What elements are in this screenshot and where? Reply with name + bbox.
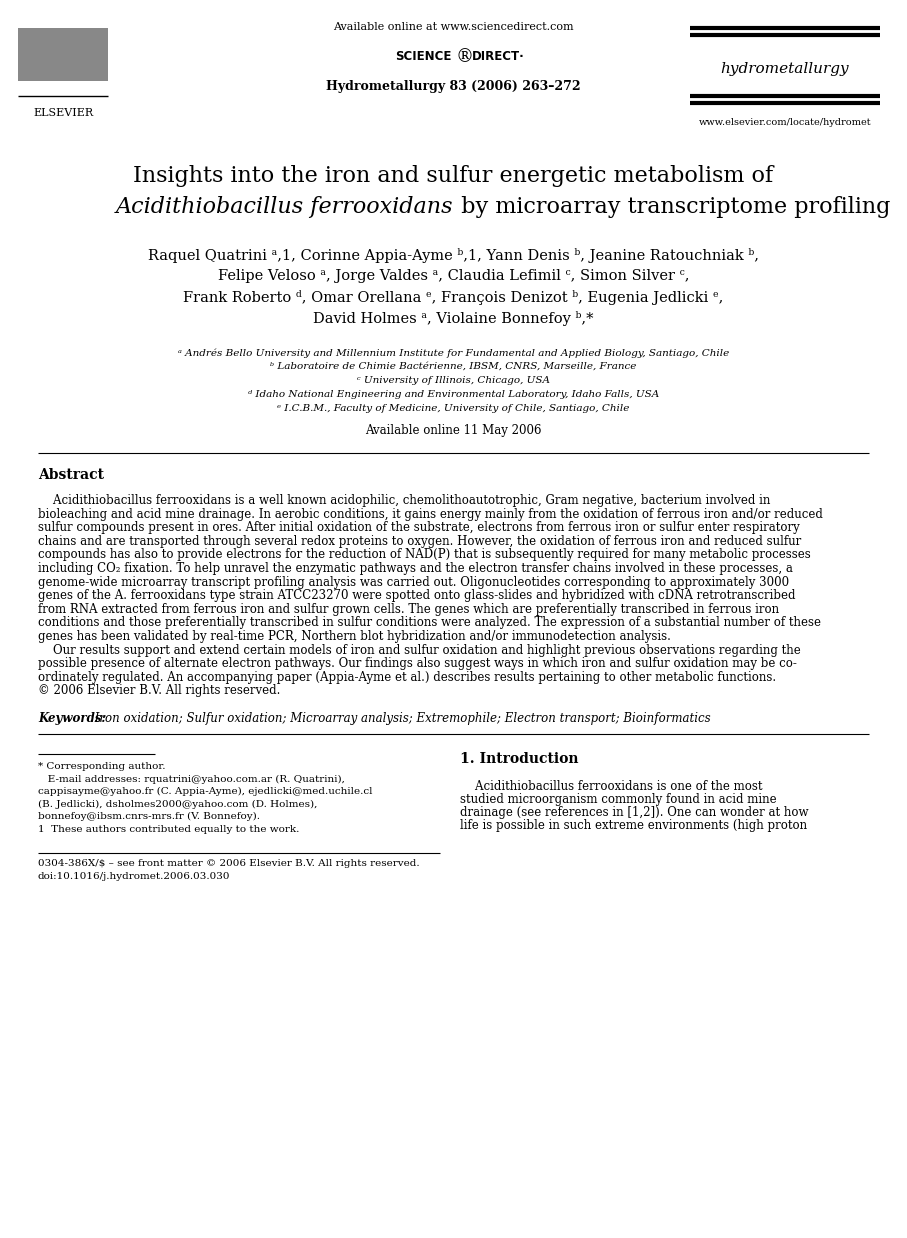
Text: © 2006 Elsevier B.V. All rights reserved.: © 2006 Elsevier B.V. All rights reserved… xyxy=(38,685,280,697)
Text: bioleaching and acid mine drainage. In aerobic conditions, it gains energy mainl: bioleaching and acid mine drainage. In a… xyxy=(38,508,823,521)
Text: by microarray transcriptome profiling: by microarray transcriptome profiling xyxy=(454,196,890,218)
Text: Abstract: Abstract xyxy=(38,468,104,482)
Text: sulfur compounds present in ores. After initial oxidation of the substrate, elec: sulfur compounds present in ores. After … xyxy=(38,521,800,535)
Text: Acidithiobacillus ferrooxidans is one of the most: Acidithiobacillus ferrooxidans is one of… xyxy=(460,780,763,794)
Text: Iron oxidation; Sulfur oxidation; Microarray analysis; Extremophile; Electron tr: Iron oxidation; Sulfur oxidation; Microa… xyxy=(91,712,710,725)
Text: 1  These authors contributed equally to the work.: 1 These authors contributed equally to t… xyxy=(38,825,299,833)
Text: compounds has also to provide electrons for the reduction of NAD(P) that is subs: compounds has also to provide electrons … xyxy=(38,548,811,561)
Text: ®: ® xyxy=(455,48,473,66)
Text: including CO₂ fixation. To help unravel the enzymatic pathways and the electron : including CO₂ fixation. To help unravel … xyxy=(38,562,793,574)
Text: possible presence of alternate electron pathways. Our findings also suggest ways: possible presence of alternate electron … xyxy=(38,657,797,670)
Text: Acidithiobacillus ferrooxidans: Acidithiobacillus ferrooxidans xyxy=(116,196,454,218)
Text: 0304-386X/$ – see front matter © 2006 Elsevier B.V. All rights reserved.: 0304-386X/$ – see front matter © 2006 El… xyxy=(38,859,420,868)
Text: Hydrometallurgy 83 (2006) 263–272: Hydrometallurgy 83 (2006) 263–272 xyxy=(327,80,580,93)
Text: Available online at www.sciencedirect.com: Available online at www.sciencedirect.co… xyxy=(333,22,574,32)
Text: ELSEVIER: ELSEVIER xyxy=(33,108,93,118)
Text: ᵉ I.C.B.M., Faculty of Medicine, University of Chile, Santiago, Chile: ᵉ I.C.B.M., Faculty of Medicine, Univers… xyxy=(278,404,629,413)
Text: www.elsevier.com/locate/hydromet: www.elsevier.com/locate/hydromet xyxy=(698,118,872,128)
Text: bonnefoy@ibsm.cnrs-mrs.fr (V. Bonnefoy).: bonnefoy@ibsm.cnrs-mrs.fr (V. Bonnefoy). xyxy=(38,812,260,821)
Text: genes of the A. ferrooxidans type strain ATCC23270 were spotted onto glass-slide: genes of the A. ferrooxidans type strain… xyxy=(38,589,795,602)
Text: cappisayme@yahoo.fr (C. Appia-Ayme), ejedlicki@med.uchile.cl: cappisayme@yahoo.fr (C. Appia-Ayme), eje… xyxy=(38,787,373,796)
Text: ᵃ Andrés Bello University and Millennium Institute for Fundamental and Applied B: ᵃ Andrés Bello University and Millennium… xyxy=(178,348,729,358)
Text: ᵈ Idaho National Engineering and Environmental Laboratory, Idaho Falls, USA: ᵈ Idaho National Engineering and Environ… xyxy=(248,390,659,399)
Text: chains and are transported through several redox proteins to oxygen. However, th: chains and are transported through sever… xyxy=(38,535,801,547)
Text: * Corresponding author.: * Corresponding author. xyxy=(38,763,165,771)
Text: DIRECT·: DIRECT· xyxy=(472,50,524,63)
Text: Felipe Veloso ᵃ, Jorge Valdes ᵃ, Claudia Lefimil ᶜ, Simon Silver ᶜ,: Felipe Veloso ᵃ, Jorge Valdes ᵃ, Claudia… xyxy=(218,269,689,284)
FancyBboxPatch shape xyxy=(18,28,108,98)
Text: doi:10.1016/j.hydromet.2006.03.030: doi:10.1016/j.hydromet.2006.03.030 xyxy=(38,872,230,881)
Text: SCIENCE: SCIENCE xyxy=(395,50,452,63)
Text: 1. Introduction: 1. Introduction xyxy=(460,751,579,766)
FancyBboxPatch shape xyxy=(18,80,108,98)
Text: E-mail addresses: rquatrini@yahoo.com.ar (R. Quatrini),: E-mail addresses: rquatrini@yahoo.com.ar… xyxy=(38,775,345,784)
Text: Our results support and extend certain models of iron and sulfur oxidation and h: Our results support and extend certain m… xyxy=(38,644,801,656)
Text: from RNA extracted from ferrous iron and sulfur grown cells. The genes which are: from RNA extracted from ferrous iron and… xyxy=(38,603,779,615)
Text: studied microorganism commonly found in acid mine: studied microorganism commonly found in … xyxy=(460,794,776,806)
Text: conditions and those preferentially transcribed in sulfur conditions were analyz: conditions and those preferentially tran… xyxy=(38,617,821,629)
Text: hydrometallurgy: hydrometallurgy xyxy=(721,62,849,76)
Text: Raquel Quatrini ᵃ,1, Corinne Appia-Ayme ᵇ,1, Yann Denis ᵇ, Jeanine Ratouchniak ᵇ: Raquel Quatrini ᵃ,1, Corinne Appia-Ayme … xyxy=(148,248,759,262)
Text: Frank Roberto ᵈ, Omar Orellana ᵉ, François Denizot ᵇ, Eugenia Jedlicki ᵉ,: Frank Roberto ᵈ, Omar Orellana ᵉ, Franço… xyxy=(183,290,724,305)
Text: ᵇ Laboratoire de Chimie Bactérienne, IBSM, CNRS, Marseille, France: ᵇ Laboratoire de Chimie Bactérienne, IBS… xyxy=(270,361,637,371)
Text: ordinately regulated. An accompanying paper (Appia-Ayme et al.) describes result: ordinately regulated. An accompanying pa… xyxy=(38,671,776,683)
Text: Acidithiobacillus ferrooxidans is a well known acidophilic, chemolithoautotrophi: Acidithiobacillus ferrooxidans is a well… xyxy=(38,494,770,508)
Text: life is possible in such extreme environments (high proton: life is possible in such extreme environ… xyxy=(460,820,807,832)
Text: drainage (see references in [1,2]). One can wonder at how: drainage (see references in [1,2]). One … xyxy=(460,806,808,820)
Text: genome-wide microarray transcript profiling analysis was carried out. Oligonucle: genome-wide microarray transcript profil… xyxy=(38,576,789,588)
Text: Keywords:: Keywords: xyxy=(38,712,106,725)
Text: David Holmes ᵃ, Violaine Bonnefoy ᵇ,*: David Holmes ᵃ, Violaine Bonnefoy ᵇ,* xyxy=(313,311,594,326)
Text: Insights into the iron and sulfur energetic metabolism of: Insights into the iron and sulfur energe… xyxy=(133,165,774,187)
Text: (B. Jedlicki), dsholmes2000@yahoo.com (D. Holmes),: (B. Jedlicki), dsholmes2000@yahoo.com (D… xyxy=(38,800,317,808)
Text: genes has been validated by real-time PCR, Northern blot hybridization and/or im: genes has been validated by real-time PC… xyxy=(38,630,671,643)
Text: Available online 11 May 2006: Available online 11 May 2006 xyxy=(366,423,541,437)
Text: ᶜ University of Illinois, Chicago, USA: ᶜ University of Illinois, Chicago, USA xyxy=(357,376,550,385)
